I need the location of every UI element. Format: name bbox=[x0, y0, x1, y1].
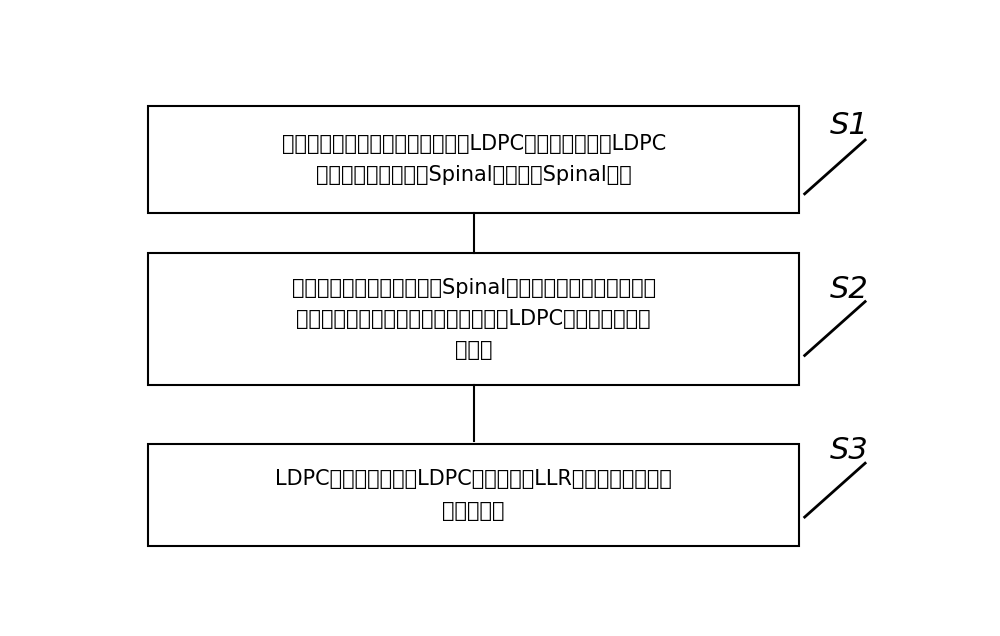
Text: 接收端从无线信道中接收到Spinal码字后进行译码，保留多条
幸存通道，并根据幸存通道计算出每个LDPC中间比特的对数
似然比: 接收端从无线信道中接收到Spinal码字后进行译码，保留多条 幸存通道，并根据幸… bbox=[292, 277, 656, 360]
Text: LDPC译码器对输入的LDPC中间比特的LLR进行译码得到译码
后信源比特: LDPC译码器对输入的LDPC中间比特的LLR进行译码得到译码 后信源比特 bbox=[275, 469, 672, 521]
Text: 接收信源比特，基于信源比特生成LDPC中间比特后，将LDPC
中间比特倒序后经过Spinal编码得到Spinal码字: 接收信源比特，基于信源比特生成LDPC中间比特后，将LDPC 中间比特倒序后经过… bbox=[282, 134, 666, 185]
Bar bbox=[148, 106, 799, 214]
Text: S1: S1 bbox=[830, 111, 869, 140]
Bar bbox=[148, 444, 799, 546]
Text: S2: S2 bbox=[830, 275, 869, 304]
Text: S3: S3 bbox=[830, 436, 869, 466]
Bar bbox=[148, 252, 799, 385]
